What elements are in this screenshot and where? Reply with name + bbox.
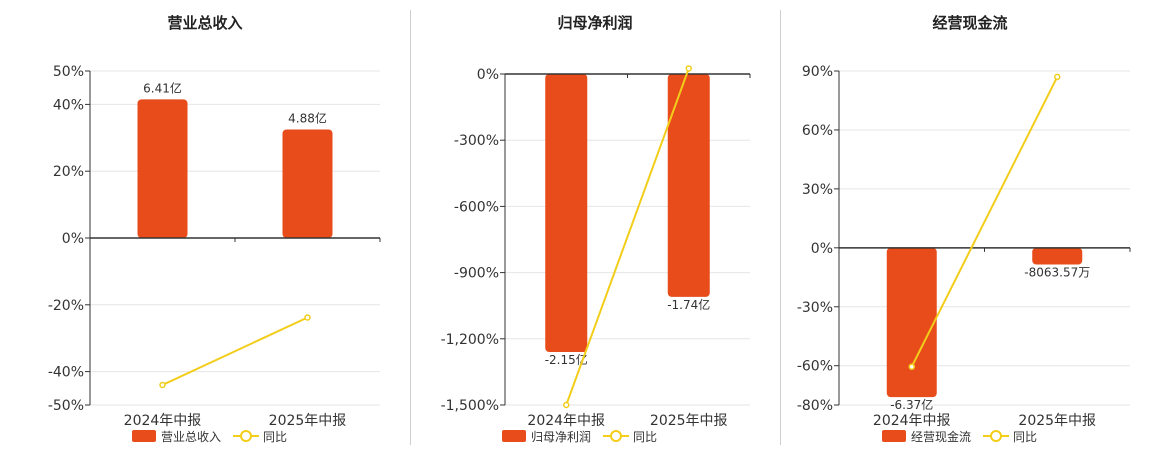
legend-swatch-bar (882, 430, 906, 442)
y-tick-label: -20% (48, 298, 84, 314)
x-category-label: 2025年中报 (269, 413, 347, 429)
y-tick-label: 0% (62, 231, 84, 247)
y-tick-label: -1,500% (441, 398, 499, 414)
y-tick-label: -600% (454, 199, 499, 215)
chart-title: 营业总收入 (167, 14, 243, 32)
bar (1032, 247, 1083, 265)
bar-data-label: -2.15亿 (545, 352, 588, 367)
legend-label-bar: 归母净利润 (531, 429, 592, 444)
x-category-label: 2024年中报 (124, 413, 202, 429)
legend-label-bar: 经营现金流 (911, 429, 972, 444)
legend-label-line: 同比 (633, 429, 658, 444)
bar-data-label: -8063.57万 (1024, 266, 1090, 280)
y-tick-label: -60% (797, 359, 833, 375)
chart-cash-flow: 90% 60% 30% 0% -30% -60% -80% -6.37亿 -8063.57万 20… (797, 64, 1131, 429)
bar (137, 99, 188, 238)
panel-divider (410, 10, 411, 445)
y-tick-label: -1,200% (441, 332, 499, 348)
bar (282, 129, 333, 238)
bar (545, 74, 588, 353)
y-tick-label: 30% (802, 182, 833, 198)
y-tick-label: 0% (811, 241, 833, 257)
y-tick-label: -50% (48, 398, 84, 414)
line-series (162, 316, 308, 386)
legend[interactable]: 营业总收入 同比 (132, 427, 287, 445)
bar-data-label: -6.37亿 (890, 397, 933, 412)
line-point (908, 363, 915, 370)
y-tick-label: 40% (53, 97, 84, 113)
chart-net-profit: 0% -300% -600% -900% -1,200% -1,500% -2.15亿 -1.… (441, 65, 751, 429)
chart-title: 归母净利润 (557, 14, 633, 32)
legend-swatch-bar (132, 430, 156, 442)
y-tick-label: 0% (477, 67, 499, 83)
legend-swatch-bar (502, 430, 526, 442)
chart-title: 经营现金流 (932, 14, 1008, 32)
legend-label-line: 同比 (263, 429, 288, 444)
legend-swatch-line (983, 430, 1010, 442)
chart-panel-net-profit: 归母净利润 0% -300% -600% -900% -1,200% -1,500% -2.… (410, 0, 780, 450)
line-series (910, 76, 1059, 368)
line-point (563, 401, 570, 409)
y-tick-label: -900% (454, 266, 499, 282)
legend-label-bar: 营业总收入 (161, 429, 222, 444)
legend[interactable]: 经营现金流 同比 (882, 427, 1037, 445)
bar (886, 247, 937, 398)
y-tick-label: 50% (53, 64, 84, 80)
legend-swatch-line (233, 430, 260, 442)
line-point (685, 65, 692, 72)
x-category-label: 2024年中报 (873, 413, 951, 429)
line-point (304, 314, 311, 321)
bar-data-label: 4.88亿 (288, 110, 327, 125)
x-category-label: 2025年中报 (1018, 413, 1096, 429)
legend[interactable]: 归母净利润 同比 (502, 427, 657, 445)
chart-panel-revenue: 营业总收入 50% 40% 20% 0% -20% -40% -50% 6.41亿 4.88亿 2… (0, 0, 410, 450)
bar (667, 74, 710, 297)
y-tick-label: 90% (802, 64, 833, 80)
line-point (159, 381, 166, 389)
chart-revenue: 50% 40% 20% 0% -20% -40% -50% 6.41亿 4.88亿 2024年中报… (48, 64, 381, 429)
y-tick-label: -40% (48, 365, 84, 381)
y-tick-label: -300% (454, 133, 499, 149)
panel-divider (780, 10, 781, 445)
x-category-label: 2025年中报 (650, 413, 728, 429)
line-point (1054, 73, 1061, 81)
legend-label-line: 同比 (1013, 429, 1038, 444)
legend-swatch-line (603, 430, 630, 442)
bar-data-label: -1.74亿 (667, 297, 710, 312)
bar-data-label: 6.41亿 (143, 80, 182, 95)
line-series (565, 68, 690, 406)
x-category-label: 2024年中报 (527, 413, 605, 429)
y-tick-label: 20% (53, 164, 84, 180)
y-tick-label: -80% (797, 398, 833, 414)
y-tick-label: -30% (797, 300, 833, 316)
y-tick-label: 60% (802, 123, 833, 139)
chart-panel-cash-flow: 经营现金流 90% 60% 30% 0% -30% -60% -80% -6.37亿 -8063… (780, 0, 1160, 450)
